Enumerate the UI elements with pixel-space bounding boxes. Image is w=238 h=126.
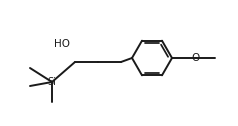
Text: HO: HO <box>54 39 70 49</box>
Text: O: O <box>192 53 200 63</box>
Text: Si: Si <box>48 77 56 87</box>
